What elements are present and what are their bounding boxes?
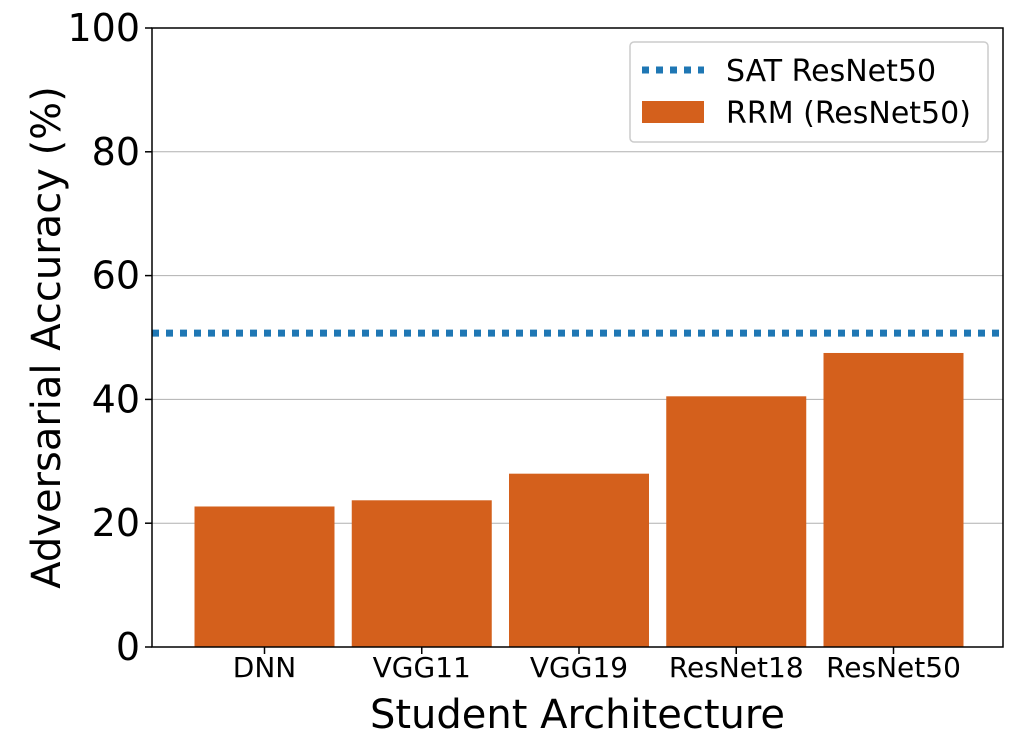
- bars: [194, 352, 964, 647]
- x-axis-ticks: DNN VGG11 VGG19 ResNet18 ResNet50: [233, 647, 961, 684]
- y-tick-label: 60: [92, 254, 140, 298]
- plot-frame: [151, 27, 1004, 648]
- x-tick-label: VGG19: [530, 651, 628, 684]
- bar-resnet50: [823, 352, 964, 647]
- legend-swatch-rrm-resnet50: [642, 101, 704, 123]
- bar-dnn: [194, 506, 335, 647]
- x-tick-label: ResNet50: [826, 651, 961, 684]
- y-axis-label: Adversarial Accuracy (%): [24, 86, 70, 589]
- bar-resnet18: [666, 396, 807, 647]
- y-tick-label: 100: [67, 6, 140, 50]
- legend: SAT ResNet50 RRM (ResNet50): [629, 41, 989, 143]
- x-axis-label: Student Architecture: [370, 692, 785, 738]
- bar-vgg11: [351, 500, 492, 647]
- y-tick-label: 0: [116, 625, 140, 669]
- y-tick-label: 20: [92, 501, 140, 545]
- x-tick-label: ResNet18: [669, 651, 804, 684]
- y-tick-label: 40: [92, 377, 140, 421]
- bar-vgg19: [509, 473, 649, 647]
- x-tick-label: DNN: [233, 651, 296, 684]
- legend-label-rrm-resnet50: RRM (ResNet50): [726, 96, 971, 131]
- legend-label-sat-resnet50: SAT ResNet50: [726, 54, 936, 89]
- y-tick-label: 80: [92, 130, 140, 174]
- y-axis-ticks: 0 20 40 60 80 100: [67, 6, 152, 669]
- legend-box: [629, 41, 989, 143]
- x-tick-label: VGG11: [373, 651, 471, 684]
